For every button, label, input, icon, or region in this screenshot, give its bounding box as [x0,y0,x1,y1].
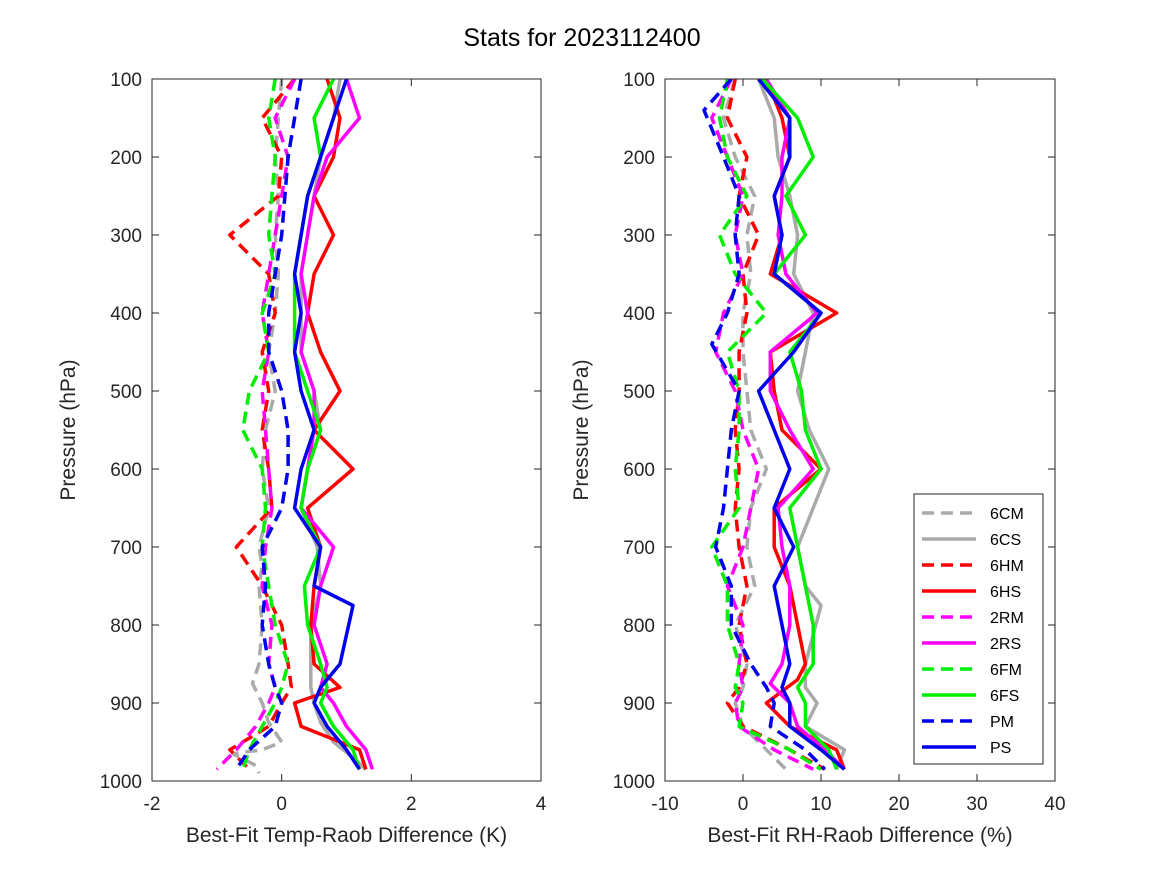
legend-label-6fm: 6FM [990,662,1022,679]
y-tick-label: 200 [110,148,142,169]
x-tick-label: -10 [651,794,678,815]
y-tick-label: 1000 [100,772,142,793]
series-line-6fm [710,79,822,771]
series-line-2rm [710,79,814,771]
y-tick-label: 800 [110,616,142,637]
y-tick-label: 500 [623,382,655,403]
legend-label-2rs: 2RS [990,636,1021,653]
x-tick-label: 40 [1044,794,1065,815]
series-line-2rm [215,79,297,771]
y-tick-label: 700 [623,538,655,559]
legend-label-6hm: 6HM [990,558,1024,575]
x-axis-title: Best-Fit RH-Raob Difference (%) [707,824,1012,847]
legend-label-6fs: 6FS [990,688,1019,705]
plot-area [152,79,541,781]
series-line-pm [702,79,827,771]
axes-box [664,78,1056,782]
series-line-2rs [764,79,846,771]
y-tick-label: 900 [623,694,655,715]
figure-title: Stats for 2023112400 [463,24,700,52]
legend-label-6cm: 6CM [990,506,1024,523]
series-line-6fs [761,79,839,770]
series-line-6hm [725,79,826,771]
legend-label-6cs: 6CS [990,532,1021,549]
y-tick-label: 100 [110,70,142,91]
temp-panel: -2 0 2 4 100 200 300 400 500 600 700 800 900 1000 Best… [57,70,547,847]
y-tick-label: 1000 [613,772,655,793]
y-tick-label: 500 [110,382,142,403]
y-tick-label: 300 [110,226,142,247]
x-tick-label: 2 [406,794,417,815]
series-group [215,79,375,774]
y-tick-label: 400 [623,304,655,325]
series-line-ps [292,79,361,771]
x-tick-label: 0 [276,794,287,815]
series-line-6hm [228,79,296,771]
axes-box [151,78,542,782]
series-line-6hs [292,79,368,770]
y-tick-label: 300 [623,226,655,247]
y-tick-label: 400 [110,304,142,325]
x-axis-title: Best-Fit Temp-Raob Difference (K) [186,824,507,847]
legend-label-2rm: 2RM [990,610,1024,627]
series-line-6fm [241,79,290,770]
legend-label-pm: PM [990,714,1014,731]
y-tick-label: 800 [623,616,655,637]
series-group [702,79,847,771]
y-tick-label: 600 [110,460,142,481]
legend: 6CM 6CS 6HM 6HS 2RM 2RS 6FM 6FS PM PS [913,493,1044,765]
series-line-6cm [721,79,788,771]
y-axis-title: Pressure (hPa) [570,359,593,500]
y-axis-title: Pressure (hPa) [57,359,80,500]
x-tick-label: 20 [888,794,909,815]
series-line-pm [234,79,303,771]
x-tick-label: 10 [810,794,831,815]
x-tick-label: 0 [738,794,749,815]
legend-label-6hs: 6HS [990,584,1021,601]
y-tick-label: 700 [110,538,142,559]
x-tick-label: -2 [144,794,161,815]
x-tick-label: 4 [536,794,547,815]
series-line-ps [756,79,846,771]
legend-box [913,493,1044,765]
rh-panel: -10 0 10 20 30 40 100 200 300 400 500 600 700 800 900 1… [570,70,1066,847]
y-tick-label: 100 [623,70,655,91]
y-tick-label: 600 [623,460,655,481]
y-tick-label: 200 [623,148,655,169]
x-tick-label: 30 [966,794,987,815]
y-tick-label: 900 [110,694,142,715]
legend-label-ps: PS [990,740,1011,757]
